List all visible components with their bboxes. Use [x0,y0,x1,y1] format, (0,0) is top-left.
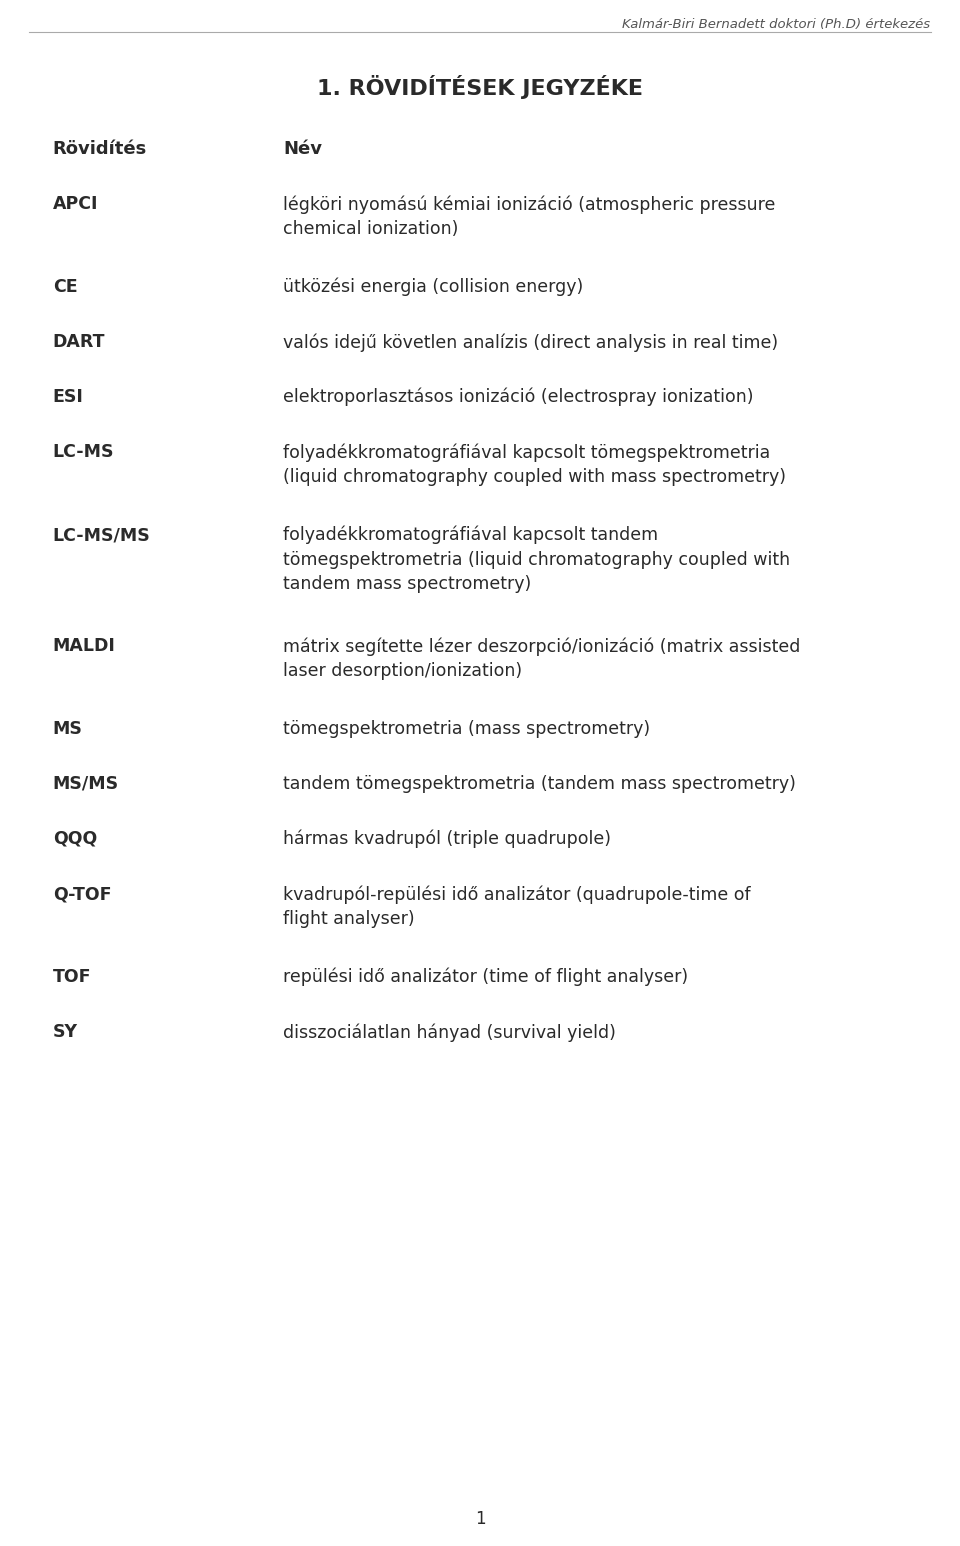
Text: ütközési energia (collision energy): ütközési energia (collision energy) [283,278,584,297]
Text: tömegspektrometria (mass spectrometry): tömegspektrometria (mass spectrometry) [283,720,650,737]
Text: MS: MS [53,720,83,737]
Text: CE: CE [53,278,78,295]
Text: Kalmár-Biri Bernadett doktori (Ph.D) értekezés: Kalmár-Biri Bernadett doktori (Ph.D) ért… [622,19,930,31]
Text: disszociálatlan hányad (survival yield): disszociálatlan hányad (survival yield) [283,1023,616,1042]
Text: folyadékkromatográfiával kapcsolt tömegspektrometria
(liquid chromatography coup: folyadékkromatográfiával kapcsolt tömegs… [283,444,786,485]
Text: LC-MS/MS: LC-MS/MS [53,526,151,544]
Text: elektroporlasztásos ionizáció (electrospray ionization): elektroporlasztásos ionizáció (electrosp… [283,388,754,407]
Text: hármas kvadrupól (triple quadrupole): hármas kvadrupól (triple quadrupole) [283,830,612,849]
Text: tandem tömegspektrometria (tandem mass spectrometry): tandem tömegspektrometria (tandem mass s… [283,775,796,793]
Text: MALDI: MALDI [53,637,115,656]
Text: TOF: TOF [53,968,91,986]
Text: Név: Név [283,141,323,158]
Text: SY: SY [53,1023,78,1040]
Text: ESI: ESI [53,388,84,407]
Text: mátrix segítette lézer deszorpció/ionizáció (matrix assisted
laser desorption/io: mátrix segítette lézer deszorpció/ionizá… [283,637,801,680]
Text: APCI: APCI [53,195,98,213]
Text: valós idejű követlen analízis (direct analysis in real time): valós idejű követlen analízis (direct an… [283,332,779,351]
Text: 1. RÖVIDÍTÉSEK JEGYZÉKE: 1. RÖVIDÍTÉSEK JEGYZÉKE [317,76,643,99]
Text: LC-MS: LC-MS [53,444,114,461]
Text: 1: 1 [474,1510,486,1527]
Text: DART: DART [53,332,106,351]
Text: Rövidítés: Rövidítés [53,141,147,158]
Text: kvadrupól-repülési idő analizátor (quadrupole-time of
flight analyser): kvadrupól-repülési idő analizátor (quadr… [283,884,751,928]
Text: MS/MS: MS/MS [53,775,119,793]
Text: légköri nyomású kémiai ionizáció (atmospheric pressure
chemical ionization): légköri nyomású kémiai ionizáció (atmosp… [283,195,776,238]
Text: folyadékkromatográfiával kapcsolt tandem
tömegspektrometria (liquid chromatograp: folyadékkromatográfiával kapcsolt tandem… [283,526,790,594]
Text: Q-TOF: Q-TOF [53,884,111,903]
Text: QQQ: QQQ [53,830,97,849]
Text: repülési idő analizátor (time of flight analyser): repülési idő analizátor (time of flight … [283,968,688,986]
